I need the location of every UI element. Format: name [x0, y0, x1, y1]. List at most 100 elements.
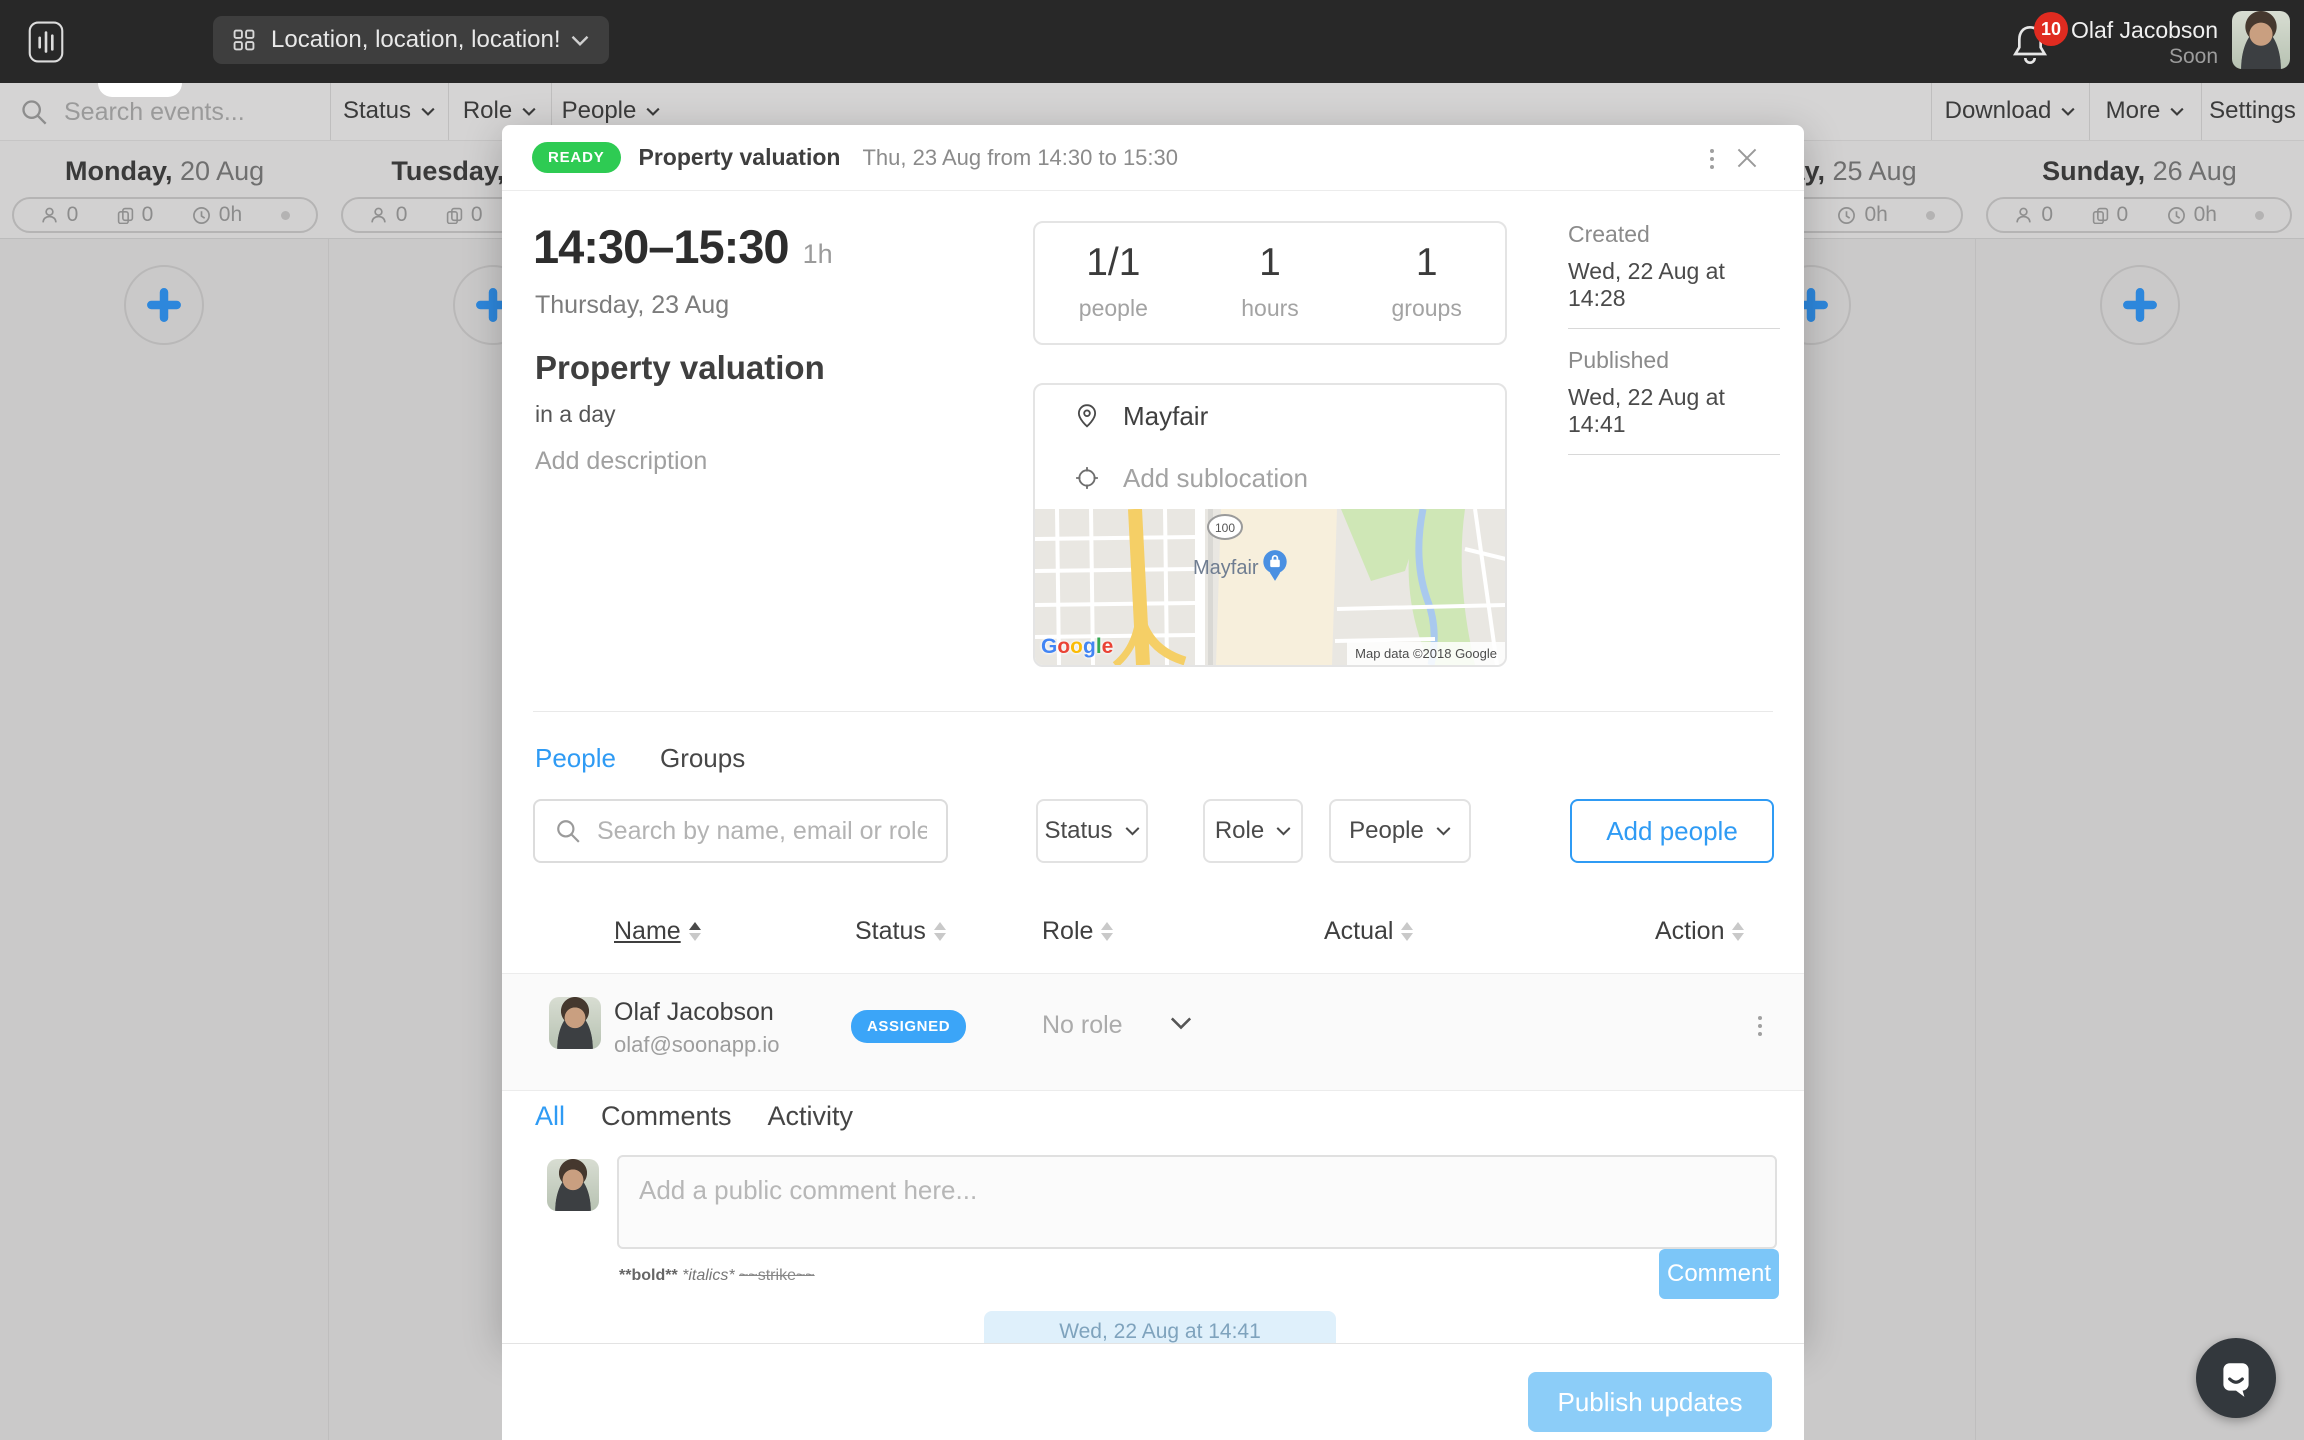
stat-hours: 1 hours [1241, 241, 1299, 321]
created-value: Wed, 22 Aug at 14:28 [1568, 258, 1780, 329]
publish-updates-button[interactable]: Publish updates [1528, 1372, 1772, 1432]
column-header-status[interactable]: Status [855, 917, 946, 946]
divider [2089, 83, 2090, 140]
panel-bars-icon [28, 21, 64, 63]
event-modal: READY Property valuation Thu, 23 Aug fro… [502, 125, 1804, 1343]
people-filter-status[interactable]: Status [1036, 799, 1148, 863]
user-avatar[interactable] [2232, 11, 2290, 69]
tab-groups[interactable]: Groups [659, 743, 746, 773]
table-row: Olaf Jacobson olaf@soonapp.io ASSIGNED N… [502, 973, 1804, 1091]
filter-role[interactable]: Role [448, 83, 551, 139]
add-people-button[interactable]: Add people [1570, 799, 1774, 863]
search-icon [557, 820, 580, 843]
notification-count-badge: 10 [2034, 12, 2068, 46]
people-search [533, 799, 948, 863]
person-email: olaf@soonapp.io [614, 1032, 780, 1057]
chevron-down-icon [646, 107, 660, 116]
event-title[interactable]: Property valuation [535, 349, 825, 386]
user-organization: Soon [2168, 45, 2218, 68]
section-divider [533, 711, 1773, 712]
plus-icon [2122, 288, 2157, 322]
day-title: Sunday, 26 Aug [2042, 156, 2237, 186]
time-range[interactable]: 14:30–15:30 [533, 220, 790, 273]
row-menu-button[interactable] [1754, 1012, 1766, 1040]
tab-comments[interactable]: Comments [601, 1101, 732, 1131]
published-label: Published [1568, 347, 1670, 373]
sort-arrows-icon [1401, 922, 1414, 941]
sublocation-row[interactable]: Add sublocation [1035, 447, 1505, 509]
chevron-down-icon[interactable] [1170, 1016, 1192, 1030]
day-summary-pill: 0 0 0h [11, 197, 318, 233]
day-column-header: Monday, 20 Aug 0 0 0h [0, 140, 329, 238]
chat-bubble-icon [2223, 1363, 2249, 1397]
sort-arrows-icon [688, 922, 701, 941]
clock-icon [1838, 206, 1856, 224]
divider [1931, 83, 1932, 140]
modal-header: READY Property valuation Thu, 23 Aug fro… [502, 125, 1804, 191]
grid-icon [233, 29, 255, 51]
column-header-role[interactable]: Role [1042, 917, 1114, 946]
google-logo: Google [1041, 635, 1114, 658]
day-summary-pill: 0 0 0h [1986, 197, 2293, 233]
tab-activity[interactable]: Activity [767, 1101, 854, 1131]
day-column [0, 239, 330, 1440]
download-menu[interactable]: Download [1931, 83, 2089, 139]
column-header-action[interactable]: Action [1655, 917, 1745, 946]
location-selector[interactable]: Location, location, location! [213, 16, 609, 64]
close-icon [1737, 148, 1757, 168]
event-date[interactable]: Thursday, 23 Aug [535, 291, 730, 319]
chat-launcher[interactable] [2196, 1338, 2276, 1418]
modal-menu-button[interactable] [1708, 147, 1716, 171]
comment-button[interactable]: Comment [1659, 1249, 1779, 1299]
divider [448, 83, 449, 140]
day-column-header: Sunday, 26 Aug 0 0 0h [1975, 140, 2304, 238]
day-column [1976, 239, 2304, 1440]
add-description-field[interactable]: Add description [535, 447, 708, 475]
person-role-select[interactable]: No role [1042, 1011, 1123, 1039]
people-icon [371, 207, 386, 222]
column-header-actual[interactable]: Actual [1324, 917, 1414, 946]
comment-input[interactable] [617, 1155, 1777, 1249]
add-event-button[interactable] [2099, 265, 2180, 345]
crosshair-icon [1076, 467, 1098, 489]
people-filter-people[interactable]: People [1329, 799, 1471, 863]
tab-people[interactable]: People [535, 743, 616, 773]
row-avatar [549, 997, 601, 1049]
modal-footer: Publish updates [502, 1343, 1804, 1440]
add-event-button[interactable] [124, 265, 205, 345]
divider [2201, 83, 2202, 140]
settings-menu[interactable]: Settings [2209, 97, 2296, 124]
stats-card: 1/1 people 1 hours 1 groups [1033, 221, 1507, 345]
chevron-down-icon [1125, 827, 1139, 836]
map-preview[interactable]: 100 Mayfair Google Map data ©2018 Google [1035, 508, 1505, 665]
event-time: 14:30–15:30 1h [533, 219, 833, 274]
more-menu[interactable]: More [2089, 83, 2201, 139]
map-place-label: Mayfair [1193, 557, 1259, 579]
close-button[interactable] [1736, 147, 1758, 174]
markdown-hint: **bold** *italics* ~~strike~~ [619, 1267, 815, 1284]
people-search-input[interactable] [595, 815, 929, 847]
sublocation-placeholder: Add sublocation [1123, 462, 1309, 493]
location-name: Mayfair [1123, 400, 1209, 431]
tab-all[interactable]: All [535, 1101, 566, 1131]
activity-tabs: All Comments Activity [535, 1101, 853, 1132]
chevron-down-icon [571, 35, 589, 46]
chevron-down-icon [2170, 107, 2184, 116]
day-title: Monday, 20 Aug [65, 156, 265, 186]
divider [330, 83, 331, 140]
route-shield: 100 [1215, 521, 1235, 535]
top-bar: Location, location, location! 10 Olaf Ja… [0, 0, 2304, 83]
sidebar-toggle-button[interactable] [28, 21, 64, 63]
filter-people[interactable]: People [551, 83, 671, 139]
location-row[interactable]: Mayfair [1035, 385, 1505, 447]
people-filter-role[interactable]: Role [1203, 799, 1303, 863]
plus-icon [476, 288, 511, 322]
chevron-down-icon [1276, 827, 1291, 836]
filter-status[interactable]: Status [330, 83, 448, 139]
events-icon [2092, 207, 2108, 224]
events-icon [117, 207, 133, 224]
chevron-down-icon [1436, 827, 1451, 836]
notifications-bell[interactable]: 10 [2010, 12, 2068, 66]
column-header-name[interactable]: Name [614, 917, 701, 946]
